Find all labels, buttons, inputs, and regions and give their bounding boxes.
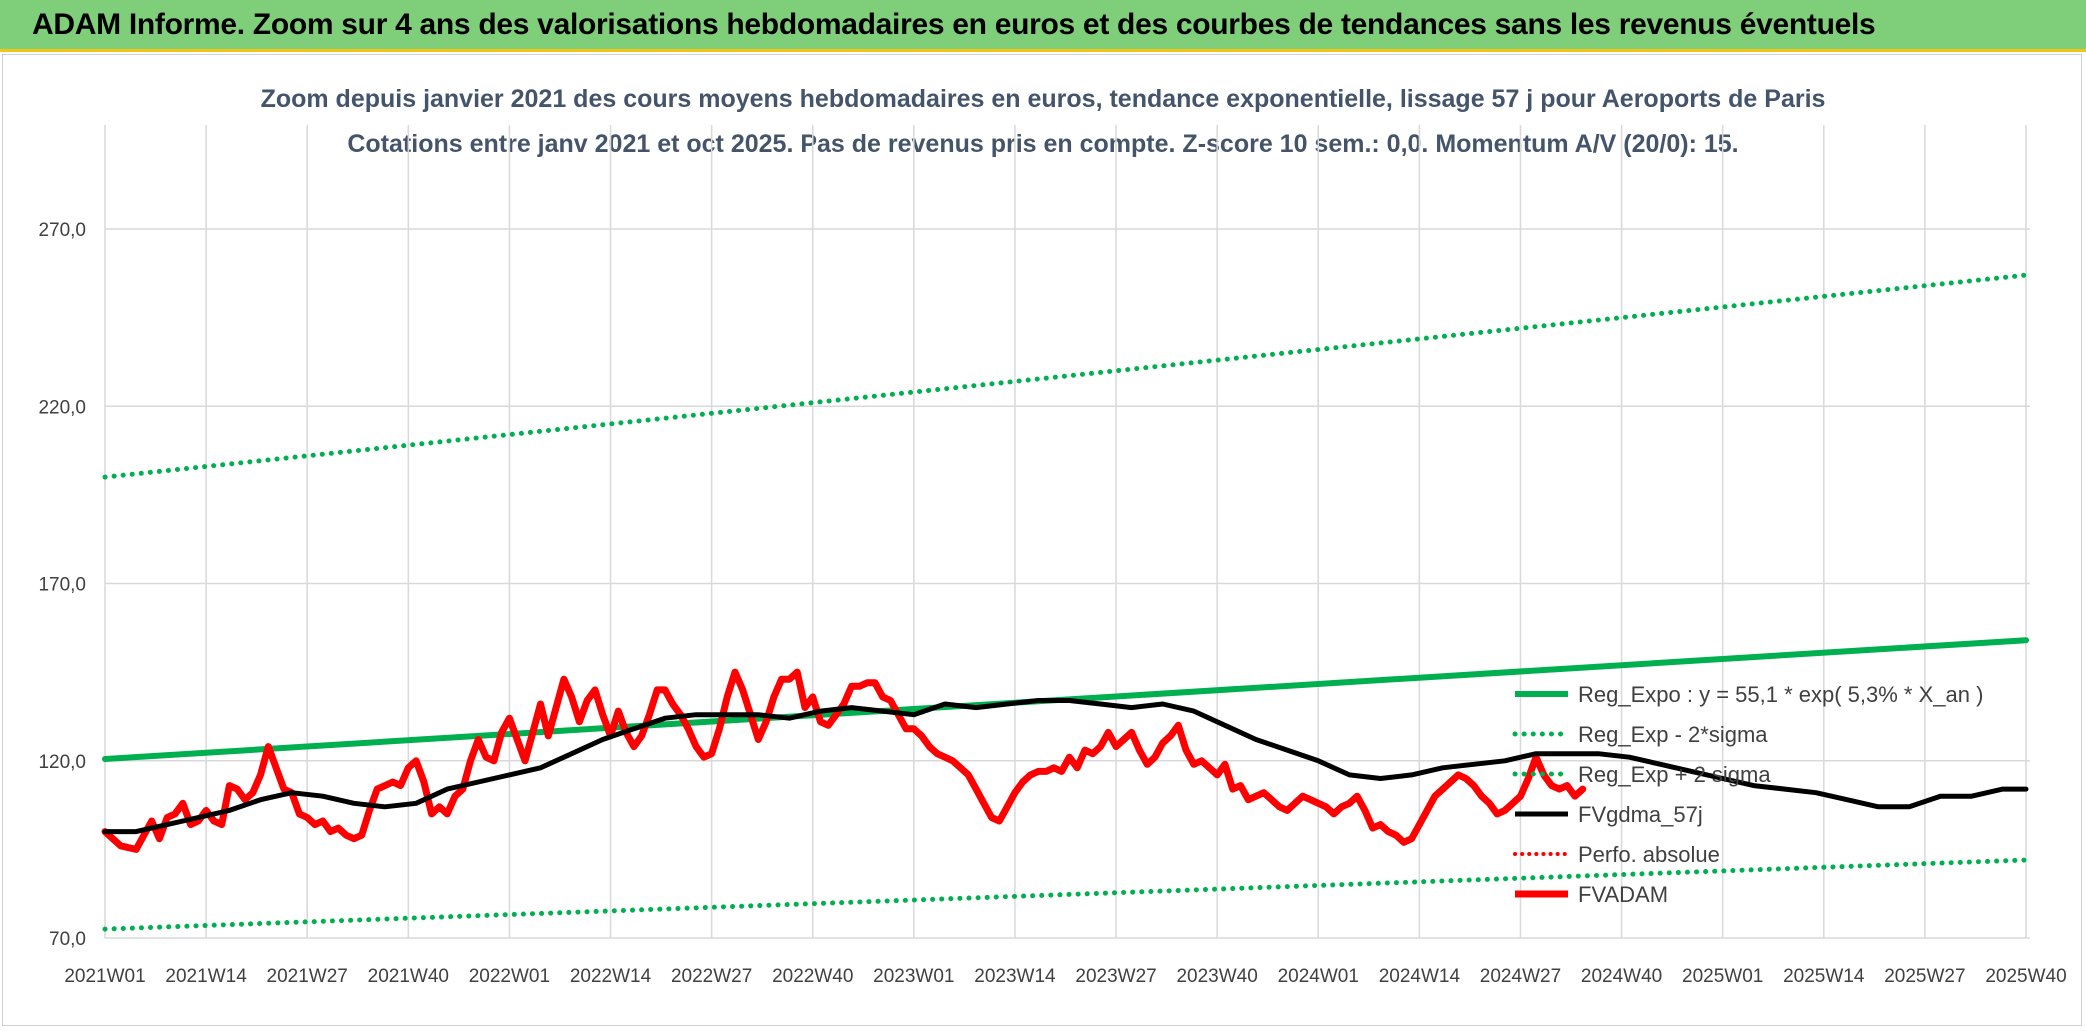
legend-label: FVgdma_57j: [1578, 802, 1703, 827]
chart-frame: [2, 54, 2082, 1026]
x-tick-label: 2024W27: [1480, 966, 1561, 987]
x-tick-label: 2025W14: [1783, 966, 1865, 987]
x-tick-label: 2021W40: [368, 966, 449, 987]
x-axis: 2021W01 2021W14 2021W27 2021W40 2022W01 2022W…: [64, 966, 2066, 987]
series-line-solid-black: [102, 698, 2029, 835]
y-tick-label: 70,0: [49, 929, 86, 950]
series-line-dotted-green: [102, 272, 2029, 480]
x-tick-label: 2022W40: [772, 966, 853, 987]
y-tick-label: 120,0: [38, 752, 86, 773]
x-tick-label: 2021W14: [165, 966, 247, 987]
chart-subtitle: Cotations entre janv 2021 et oct 2025. P…: [347, 130, 1738, 158]
y-axis: 70,0 120,0 170,0 220,0 270,0: [38, 220, 86, 950]
x-tick-label: 2021W27: [267, 966, 348, 987]
x-tick-label: 2025W27: [1884, 966, 1965, 987]
y-tick-label: 220,0: [38, 397, 86, 418]
x-tick-label: 2022W27: [671, 966, 752, 987]
x-tick-label: 2022W01: [469, 966, 550, 987]
x-tick-label: 2022W14: [570, 966, 652, 987]
y-tick-label: 270,0: [38, 220, 86, 241]
x-tick-label: 2023W14: [974, 966, 1056, 987]
chart-title: Zoom depuis janvier 2021 des cours moyen…: [261, 85, 1826, 113]
legend: Reg_Expo : y = 55,1 * exp( 5,3% * X_an )…: [1512, 682, 1983, 907]
legend-label: FVADAM: [1578, 882, 1668, 907]
x-tick-label: 2021W01: [64, 966, 145, 987]
header-banner: ADAM Informe. Zoom sur 4 ans des valoris…: [0, 0, 2086, 52]
x-tick-label: 2023W27: [1075, 966, 1156, 987]
series-line-dotted-green: [102, 857, 2029, 932]
header-title: ADAM Informe. Zoom sur 4 ans des valoris…: [32, 8, 1876, 41]
x-tick-label: 2023W40: [1176, 966, 1257, 987]
plot-series: [101, 272, 2029, 932]
x-tick-label: 2025W40: [1985, 966, 2066, 987]
legend-label: Perfo. absolue: [1578, 842, 1720, 867]
x-tick-label: 2024W01: [1278, 966, 1359, 987]
x-tick-label: 2024W40: [1581, 966, 1662, 987]
x-tick-label: 2024W14: [1379, 966, 1461, 987]
x-tick-label: 2025W01: [1682, 966, 1763, 987]
y-tick-label: 170,0: [38, 575, 86, 596]
x-tick-label: 2023W01: [873, 966, 954, 987]
legend-label: Reg_Exp - 2*sigma: [1578, 722, 1768, 747]
legend-label: Reg_Expo : y = 55,1 * exp( 5,3% * X_an ): [1578, 682, 1983, 707]
vertical-gridlines: [104, 125, 2027, 938]
legend-label: Reg_Exp + 2 sigma: [1578, 762, 1771, 787]
horizontal-gridlines: [105, 228, 2030, 939]
